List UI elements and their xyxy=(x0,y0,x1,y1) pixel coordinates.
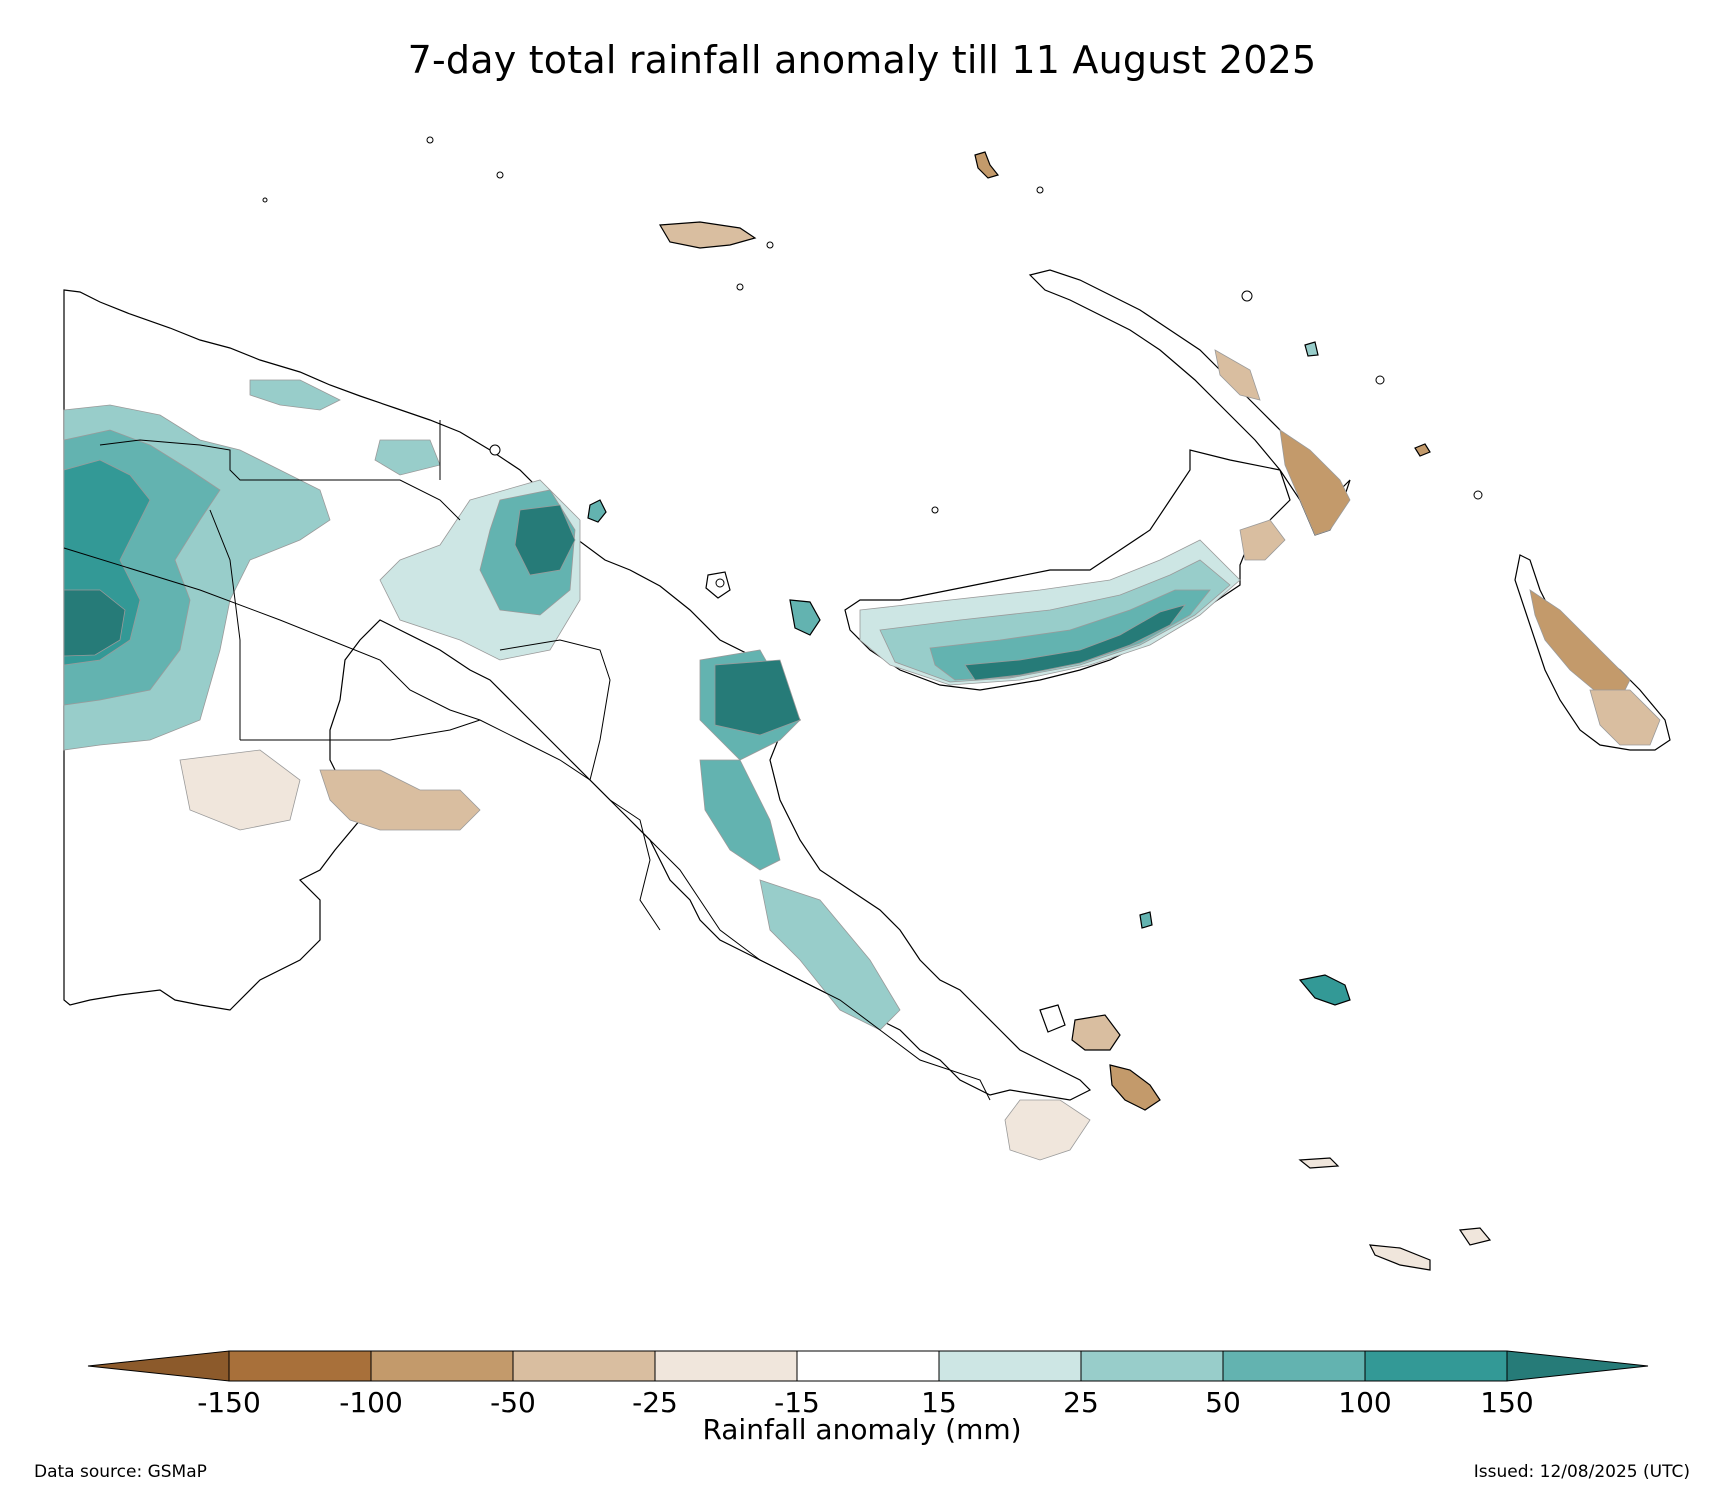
map-title: 7-day total rainfall anomaly till 11 Aug… xyxy=(407,38,1317,82)
normanby-land xyxy=(1109,1064,1161,1111)
anomaly-north-25-50 xyxy=(249,379,341,411)
colorbar-bin xyxy=(228,1350,372,1382)
colorbar-tick: -100 xyxy=(339,1386,403,1419)
colorbar-bin xyxy=(938,1350,1082,1382)
nissan-island xyxy=(1414,443,1431,457)
st-matthias-island xyxy=(974,151,1000,179)
karkar-island xyxy=(587,499,607,523)
colorbar-bin xyxy=(654,1350,798,1382)
anomaly-west-above-150 xyxy=(63,589,126,657)
colorbar-bin xyxy=(1080,1350,1224,1382)
colorbar-tick: 100 xyxy=(1338,1386,1392,1419)
sudest-land xyxy=(1368,1244,1431,1271)
new-ireland-land xyxy=(1028,269,1351,536)
new-britain-50-100 xyxy=(929,589,1211,681)
nissan-land xyxy=(1414,443,1431,457)
province-borders xyxy=(63,420,991,1101)
goodenough-land xyxy=(1039,1004,1066,1033)
rossel-sudest-islands xyxy=(1298,1157,1492,1271)
small-islets xyxy=(262,136,1483,588)
st-matthias-land xyxy=(974,151,1000,179)
fergusson-land xyxy=(1071,1014,1121,1051)
long-island xyxy=(789,599,821,636)
trobriand-land xyxy=(1139,911,1153,929)
colorbar-tick: -150 xyxy=(197,1386,261,1419)
colorbar-bin xyxy=(1364,1350,1508,1382)
anomaly-south-neg-15-25 xyxy=(179,749,301,831)
karkar-land xyxy=(587,499,607,523)
new-ireland-neg-25-50 xyxy=(1214,349,1261,401)
anomaly-morobe-50-100 xyxy=(699,759,781,871)
manus-island xyxy=(658,221,757,249)
colorbar-tick-labels: -150 -100 -50 -25 -15 15 25 50 100 150 xyxy=(0,1386,1724,1426)
colorbar-bin xyxy=(1222,1350,1366,1382)
woodlark-island xyxy=(1298,974,1351,1006)
anomaly-huon-above-150 xyxy=(714,659,801,736)
colorbar-tick: 50 xyxy=(1205,1386,1241,1419)
colorbar-bin xyxy=(370,1350,514,1382)
anomaly-madang-above-150 xyxy=(514,504,576,576)
colorbar-tick: 150 xyxy=(1480,1386,1534,1419)
colorbar xyxy=(87,1350,1649,1382)
rossel-land xyxy=(1458,1227,1492,1246)
colorbar-tick: -25 xyxy=(632,1386,678,1419)
bougainville-island xyxy=(1514,554,1671,751)
data-source: Data source: GSMaP xyxy=(34,1462,207,1482)
misima-land xyxy=(1298,1157,1340,1169)
colorbar-extend-high xyxy=(1506,1350,1649,1382)
colorbar-tick: -50 xyxy=(490,1386,536,1419)
dentrecasteaux-islands xyxy=(1039,1004,1161,1111)
gazelle-peninsula-neg xyxy=(1239,519,1286,561)
mainland-papua-new-guinea xyxy=(63,289,1092,1161)
colorbar-tick: 25 xyxy=(1063,1386,1099,1419)
anomaly-gulf-neg-25-50 xyxy=(319,769,481,831)
feni-island xyxy=(1304,341,1319,357)
manus-land xyxy=(658,221,757,249)
anomaly-sepik-25-50 xyxy=(374,439,441,476)
new-ireland-neg-50-100 xyxy=(1279,429,1351,536)
anomaly-southeast-neg-15-25 xyxy=(1004,1099,1091,1161)
mainland-land xyxy=(63,289,1092,1101)
new-britain-above-150 xyxy=(964,604,1187,681)
new-ireland-island xyxy=(1028,269,1351,536)
colorbar-tick: 15 xyxy=(921,1386,957,1419)
feni-land xyxy=(1304,341,1319,357)
trobriand-islands xyxy=(1139,911,1153,929)
colorbar-bin xyxy=(512,1350,656,1382)
colorbar-extend-low xyxy=(87,1350,230,1382)
colorbar-bin xyxy=(796,1350,940,1382)
bougainville-neg-25-50 xyxy=(1589,689,1661,746)
issued-date: Issued: 12/08/2025 (UTC) xyxy=(1473,1462,1690,1482)
long-island-land xyxy=(789,599,821,636)
colorbar-tick: -15 xyxy=(774,1386,820,1419)
new-britain-island xyxy=(844,449,1291,691)
colorbar-label: Rainfall anomaly (mm) xyxy=(702,1413,1022,1446)
woodlark-land xyxy=(1298,974,1351,1006)
